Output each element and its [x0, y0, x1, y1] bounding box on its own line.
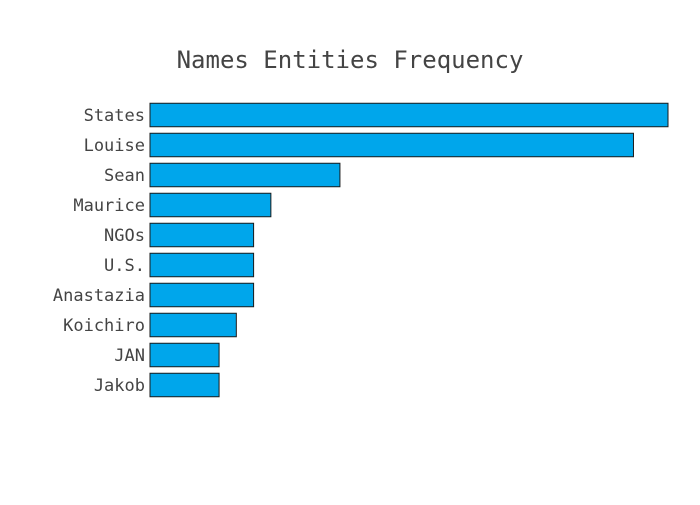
bar-jan [149, 342, 220, 368]
category-label: Anastazia [53, 286, 145, 306]
category-label: JAN [114, 346, 145, 366]
category-label: U.S. [104, 256, 145, 276]
category-label: NGOs [104, 226, 145, 246]
bar-sean [149, 162, 341, 188]
bar-states [149, 102, 669, 128]
chart-title: Names Entities Frequency [177, 46, 524, 74]
category-label: Louise [84, 136, 145, 156]
bar-anastazia [149, 282, 255, 308]
category-label: States [84, 106, 145, 126]
bar-maurice [149, 192, 272, 218]
bar-jakob [149, 372, 220, 398]
bar-koichiro [149, 312, 237, 338]
category-label: Jakob [94, 376, 145, 396]
category-label: Sean [104, 166, 145, 186]
category-labels: States Louise Sean Maurice NGOs U.S. Anastazia… [53, 106, 145, 396]
category-label: Koichiro [63, 316, 145, 336]
bar-u-s [149, 252, 255, 278]
bar-louise [149, 132, 634, 158]
bars-group [149, 102, 669, 398]
bar-ngos [149, 222, 255, 248]
category-label: Maurice [73, 196, 145, 216]
